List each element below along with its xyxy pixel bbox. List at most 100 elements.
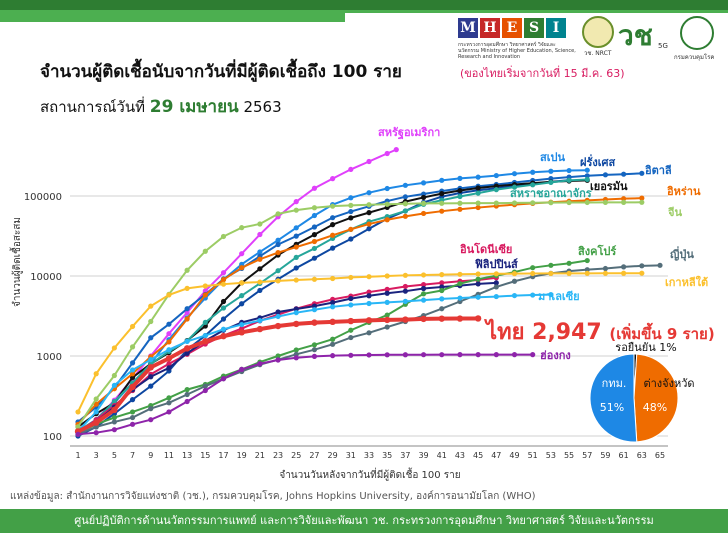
series-point [621,171,627,177]
x-tick-label: 35 [382,451,392,460]
series-point [420,194,427,201]
thailand-increase: (เพิ่มขึ้น 9 ราย) [609,325,715,343]
series-point [348,236,354,242]
series-point [384,286,390,292]
series-point [329,318,336,326]
series-point [493,293,499,300]
series-point [493,280,499,286]
x-tick-label: 5 [112,451,117,460]
series-point [202,292,208,298]
series-point [202,319,208,326]
series-label: มาเลเซีย [538,290,580,303]
series-point [548,179,554,185]
x-tick-label: 39 [418,451,428,460]
series-point [311,185,318,191]
series-point [257,361,263,367]
y-axis-label: จำนวนผู้ติดเชื้อสะสม [9,217,23,307]
series-point [366,202,372,208]
series-point [548,262,554,268]
subtitle-prefix: สถานการณ์วันที่ [40,98,145,116]
series-point [439,306,445,312]
series-point [275,250,281,256]
series-point [439,272,445,278]
series-point [111,345,117,351]
series-point [566,199,572,206]
series-point [384,217,390,223]
series-point [402,298,408,304]
x-tick-label: 25 [291,451,301,460]
series-point [402,272,408,278]
thailand-total: ไทย 2,947 (เพิ่มขึ้น 9 ราย) [486,314,715,349]
series-point [475,276,481,282]
series-point [166,339,172,345]
series-point [239,251,245,257]
series-point [274,322,282,330]
series-point [366,300,372,307]
nrct-seal-icon [582,16,614,48]
series-point [166,395,172,401]
series-point [275,313,281,320]
dmc-seal-icon [680,16,714,50]
series-point [256,325,264,333]
series-point [457,193,463,200]
series-line [77,281,497,434]
x-tick-label: 15 [200,451,210,460]
series-point [293,233,299,239]
x-tick-label: 49 [509,451,519,460]
series-point [239,225,245,231]
series-point [311,353,318,359]
series-point [402,288,408,294]
pie-label-bangkok: กทม. [602,377,627,390]
series-point [584,257,590,264]
series-point [93,371,99,377]
series-label: ฟิลิปปินส์ [475,258,519,271]
series-line [77,197,642,425]
series-point [311,255,318,261]
series-point [457,187,463,194]
series-point [93,401,99,407]
series-point [348,208,354,215]
series-point [184,316,190,322]
pie-value-provinces: 48% [643,401,667,414]
series-point [493,284,499,290]
series-point [148,335,154,341]
series-point [293,225,299,231]
series-point [330,336,336,342]
series-point [511,200,518,206]
series-point [293,277,299,283]
series-point [530,270,536,277]
series-point [439,280,445,286]
x-tick-label: 3 [94,451,99,460]
x-tick-label: 29 [328,451,338,460]
series-point [202,283,208,289]
series-point [639,263,645,269]
x-tick-label: 31 [346,451,356,460]
series-point [184,306,190,312]
x-tick-label: 53 [546,451,556,460]
series-point [475,294,481,300]
series-point [365,317,373,324]
series-point [311,205,318,211]
series-point [584,270,590,276]
series-point [639,195,645,201]
x-tick-label: 21 [255,451,265,460]
x-tick-label: 11 [164,451,174,460]
x-tick-label: 1 [75,451,80,460]
series-point [530,292,536,298]
series-point [75,431,81,437]
series-point [275,353,281,359]
series-point [275,268,281,274]
series-point [384,299,390,305]
series-point [366,226,372,232]
series-point [148,406,154,412]
pie-value-bangkok: 51% [600,401,624,414]
series-label: สหราชอาณาจักร [510,187,592,200]
series-label: ญี่ปุ่น [670,246,694,262]
thailand-label: ไทย [486,320,525,345]
top-band [0,0,728,10]
series-point [475,352,481,358]
series-point [330,232,336,238]
series-point [184,398,190,405]
